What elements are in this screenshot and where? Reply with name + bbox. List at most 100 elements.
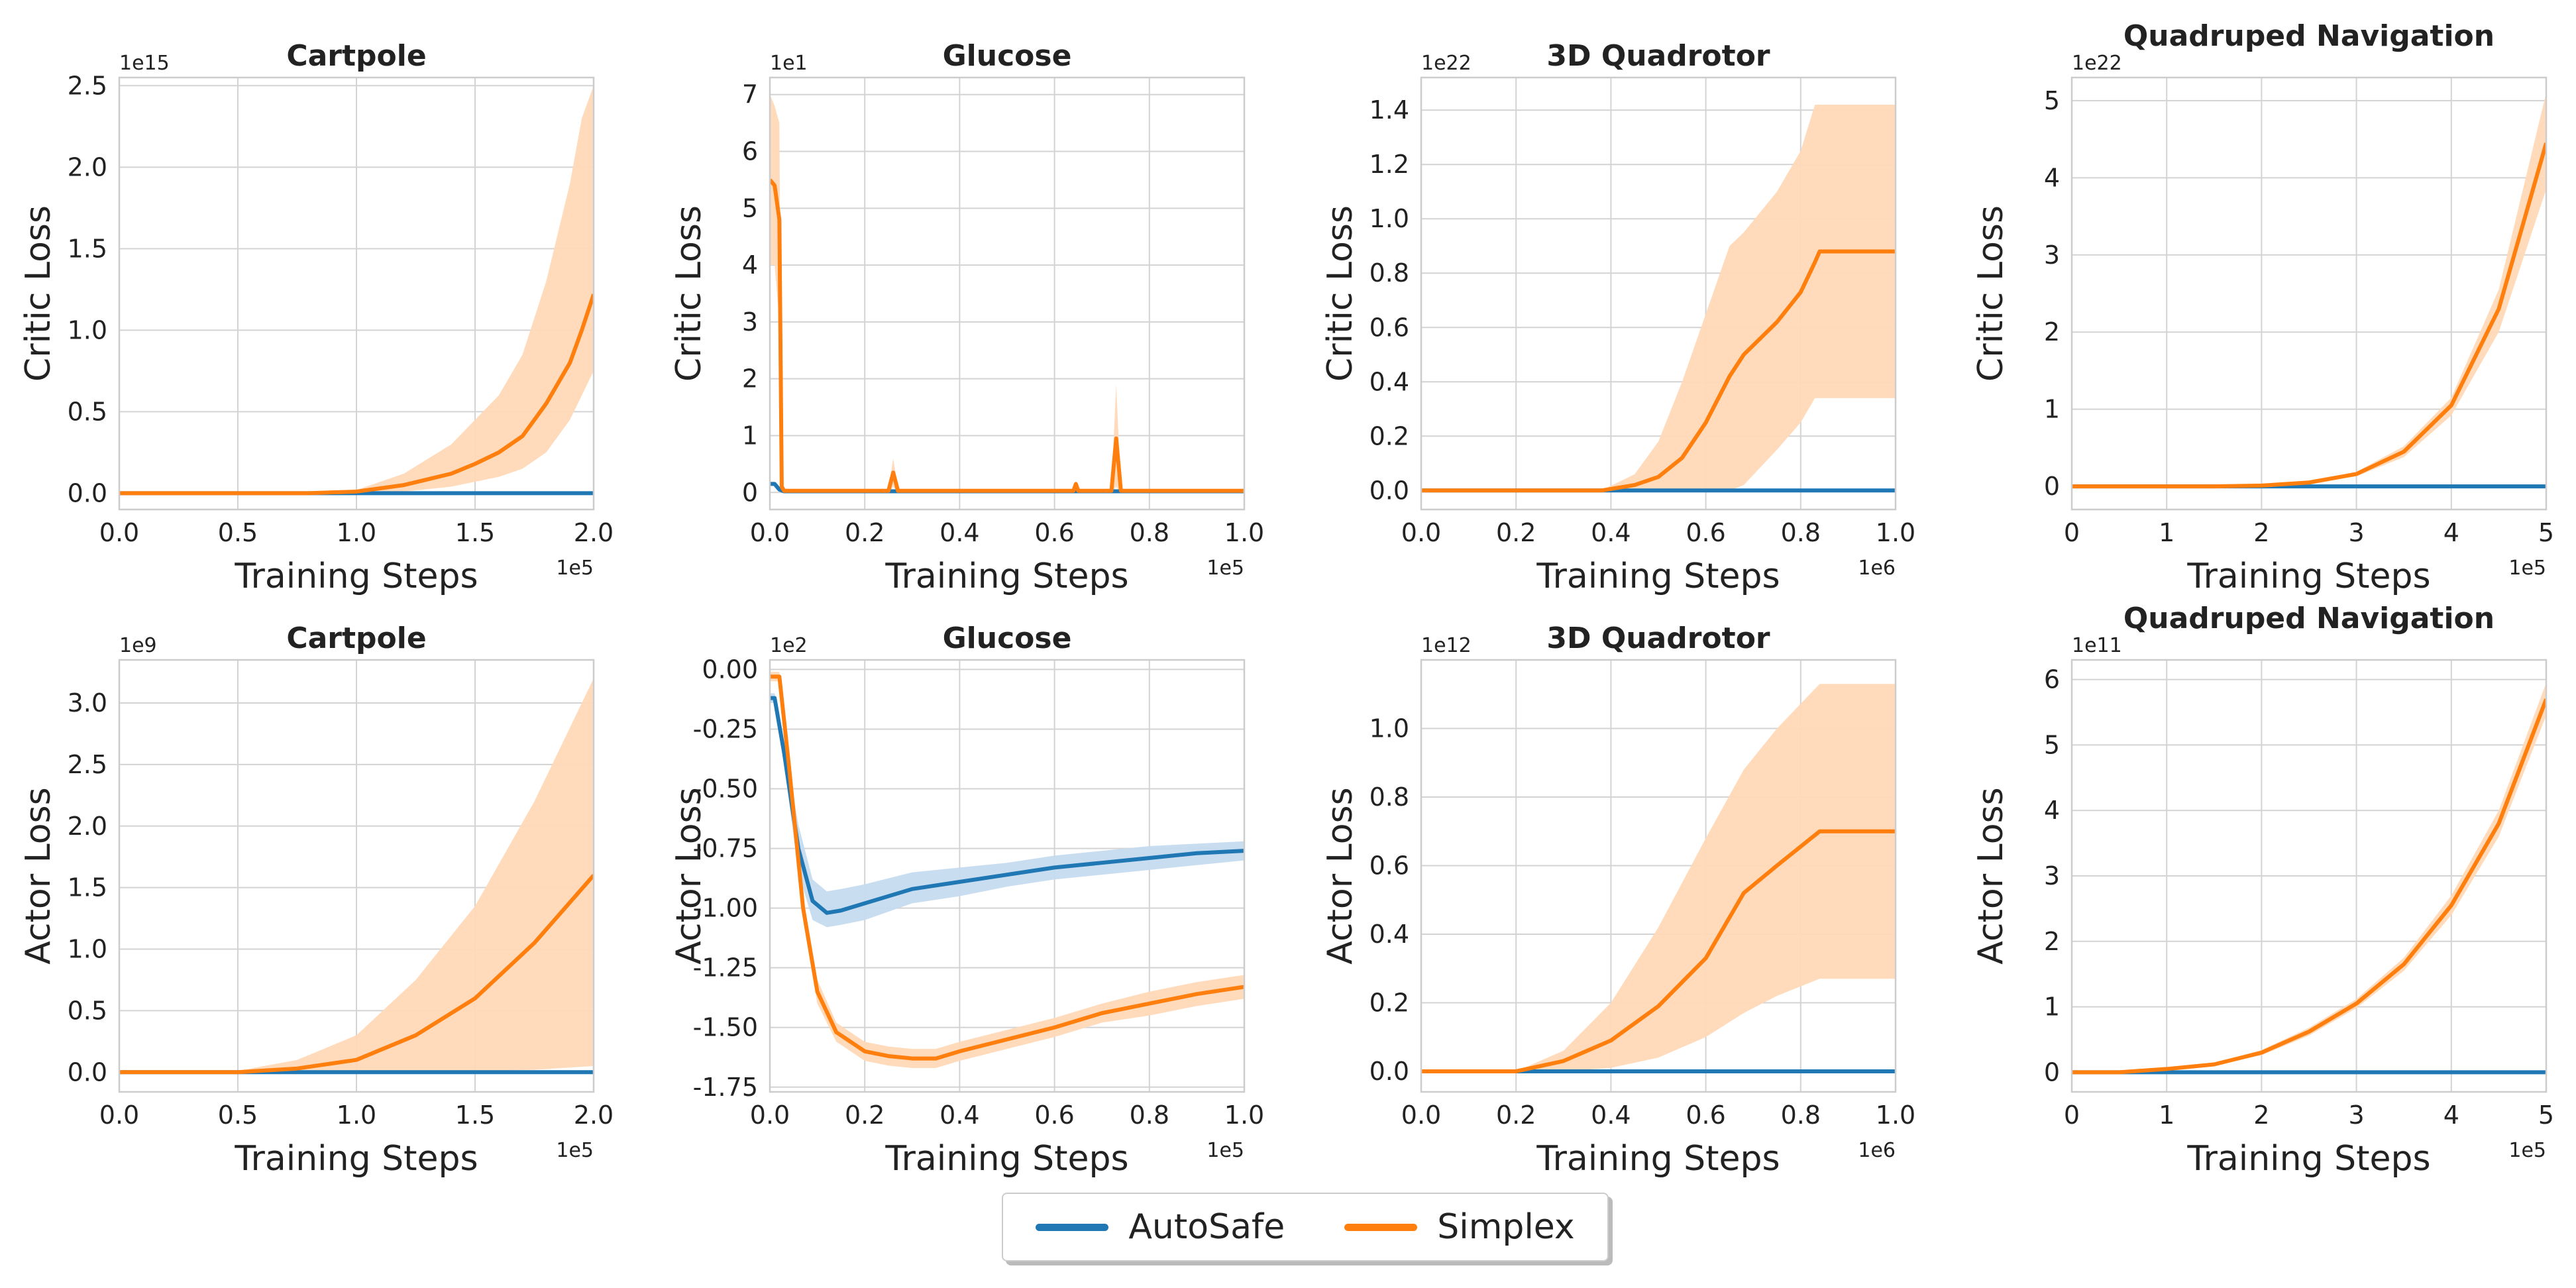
y-tick-label: 5 <box>2044 86 2060 115</box>
x-tick-label: 0.8 <box>1130 518 1169 547</box>
y-tick-label: -1.75 <box>693 1073 758 1102</box>
panel-3: 0.0 0.2 0.4 0.6 0.8 1.0 0.0 0.2 0.4 0.6 0.8 1.0 1.2 1… <box>1320 39 1915 596</box>
y-tick-label: 1.0 <box>68 935 107 964</box>
x-offset-label: 1e5 <box>2508 1139 2546 1162</box>
x-tick-label: 0 <box>2064 1100 2080 1130</box>
y-offset-label: 1e9 <box>119 634 157 657</box>
plot-frame <box>2070 659 2548 1093</box>
x-tick-label: 0.0 <box>750 1100 790 1130</box>
x-offset-label: 1e6 <box>1858 1139 1896 1162</box>
x-axis-label: Training Steps <box>885 1139 1128 1179</box>
y-tick-label: 0.5 <box>68 996 107 1025</box>
legend-line-simplex <box>1344 1223 1418 1231</box>
y-axis-label: Critic Loss <box>1320 205 1360 382</box>
y-tick-label: 1.5 <box>68 873 107 902</box>
x-tick-label: 0.0 <box>1401 518 1441 547</box>
y-tick-label: -0.75 <box>693 834 758 863</box>
x-tick-label: 2.0 <box>574 518 614 547</box>
x-tick-label: 0.4 <box>939 518 979 547</box>
y-offset-label: 1e15 <box>119 52 170 75</box>
legend-label-simplex: Simplex <box>1437 1207 1575 1247</box>
y-tick-label: 0.6 <box>1369 313 1409 342</box>
y-tick-label: 4 <box>2044 163 2060 192</box>
y-tick-label: 5 <box>2044 730 2060 759</box>
y-tick-label: 0.6 <box>1369 851 1409 880</box>
y-tick-label: 4 <box>742 250 758 280</box>
panel-2: 0.0 0.2 0.4 0.6 0.8 1.0 0 1 2 3 4 5 6 7 Glucose Trainin… <box>669 39 1264 596</box>
y-tick-label: 2.5 <box>68 71 107 100</box>
y-tick-label: 0.4 <box>1369 920 1409 949</box>
x-axis-label: Training Steps <box>2186 557 2430 596</box>
x-tick-label: 1.0 <box>1876 1100 1915 1130</box>
y-tick-label: 1 <box>2044 395 2060 424</box>
x-tick-label: 1.5 <box>455 1100 495 1130</box>
x-tick-label: 0.6 <box>1034 1100 1074 1130</box>
x-tick-label: 4 <box>2443 1100 2459 1130</box>
y-tick-label: 3 <box>2044 241 2060 270</box>
x-tick-label: 0.4 <box>939 1100 979 1130</box>
x-tick-label: 0.2 <box>845 1100 885 1130</box>
x-offset-label: 1e6 <box>1858 557 1896 580</box>
band-autosafe <box>770 693 1244 928</box>
chart-title: Cartpole <box>286 39 426 73</box>
chart-title: Cartpole <box>286 621 426 655</box>
x-tick-label: 0.4 <box>1591 518 1631 547</box>
legend-line-autosafe <box>1036 1223 1109 1231</box>
y-offset-label: 1e2 <box>770 634 808 657</box>
x-axis-label: Training Steps <box>2186 1139 2430 1179</box>
chart-title: 3D Quadrotor <box>1546 39 1770 73</box>
y-tick-label: 5 <box>742 193 758 223</box>
x-tick-label: 1.5 <box>455 518 495 547</box>
band-simplex <box>2072 682 2546 1073</box>
band-simplex <box>1421 684 1896 1071</box>
x-tick-label: 1.0 <box>1224 518 1264 547</box>
y-tick-label: 1.4 <box>1369 95 1409 125</box>
series-line-simplex <box>1421 829 1896 1073</box>
y-tick-label: 0.8 <box>1369 782 1409 812</box>
series-line-simplex <box>119 294 594 496</box>
x-tick-label: 0.0 <box>99 518 139 547</box>
y-axis-label: Critic Loss <box>19 205 58 382</box>
y-tick-label: 4 <box>2044 796 2060 825</box>
y-tick-label: 1 <box>2044 993 2060 1022</box>
x-tick-label: 4 <box>2443 518 2459 547</box>
plot-frame <box>118 659 595 1093</box>
x-axis-label: Training Steps <box>885 557 1128 596</box>
y-tick-label: 0 <box>2044 472 2060 501</box>
y-axis-label: Actor Loss <box>1320 787 1360 964</box>
x-tick-label: 0.4 <box>1591 1100 1631 1130</box>
y-tick-label: 6 <box>742 137 758 166</box>
series-line-simplex <box>119 874 594 1075</box>
y-axis-label: Critic Loss <box>1971 205 2011 382</box>
y-tick-label: 0.0 <box>68 478 107 508</box>
plot-frame <box>118 76 595 511</box>
series-line-simplex <box>2072 142 2546 489</box>
x-tick-label: 0.0 <box>99 1100 139 1130</box>
plot-frame <box>1420 76 1897 511</box>
x-tick-label: 0.8 <box>1781 1100 1821 1130</box>
chart-title: Glucose <box>943 39 1072 73</box>
panel-7: 0.0 0.2 0.4 0.6 0.8 1.0 0.0 0.2 0.4 0.6 0.8 1.0 3D Q… <box>1320 621 1915 1179</box>
y-tick-label: -0.50 <box>693 775 758 804</box>
y-tick-label: 0 <box>2044 1057 2060 1087</box>
y-tick-label: 0.4 <box>1369 367 1409 396</box>
series-line-simplex <box>2072 698 2546 1075</box>
y-axis-label: Actor Loss <box>19 787 58 964</box>
band-simplex <box>2072 93 2546 487</box>
x-tick-label: 3 <box>2349 518 2365 547</box>
y-axis-label: Actor Loss <box>1971 787 2011 964</box>
y-offset-label: 1e11 <box>2072 634 2122 657</box>
x-tick-label: 0.2 <box>1496 1100 1536 1130</box>
x-tick-label: 0.5 <box>218 518 258 547</box>
legend: AutoSafe Simplex <box>1002 1193 1609 1261</box>
y-tick-label: 1.0 <box>1369 714 1409 743</box>
plot-frame <box>2070 76 2548 511</box>
y-tick-label: 2.0 <box>68 812 107 841</box>
y-offset-label: 1e1 <box>770 52 808 75</box>
y-tick-label: 0.2 <box>1369 988 1409 1017</box>
x-offset-label: 1e5 <box>1207 1139 1244 1162</box>
x-tick-label: 0.0 <box>750 518 790 547</box>
y-tick-label: 1.0 <box>1369 204 1409 233</box>
x-axis-label: Training Steps <box>1536 1139 1780 1179</box>
